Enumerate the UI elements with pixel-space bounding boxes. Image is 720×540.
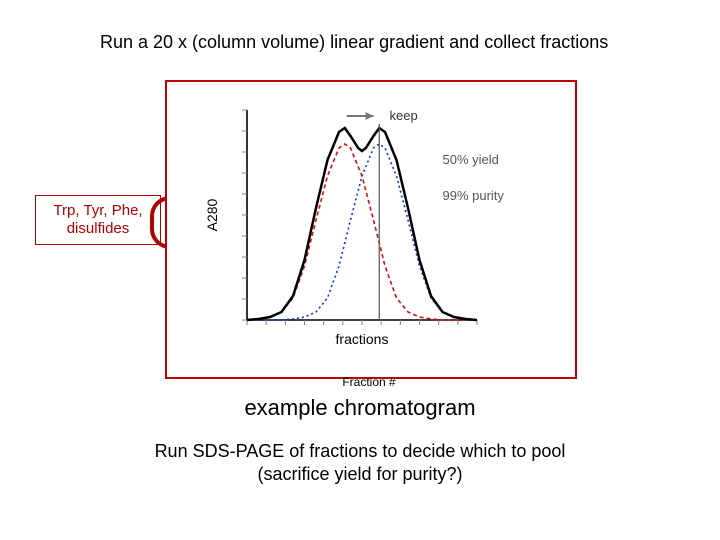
fraction-number-label: Fraction # xyxy=(165,375,573,389)
caption-bottom-line1: Run SDS-PAGE of fractions to decide whic… xyxy=(155,441,566,461)
series-blue xyxy=(247,144,477,320)
callout-line2: disulfides xyxy=(67,220,130,237)
series-red xyxy=(247,144,477,320)
callout-line1: Trp, Tyr, Phe, xyxy=(53,202,142,219)
page-title: Run a 20 x (column volume) linear gradie… xyxy=(100,32,608,53)
caption-example: example chromatogram xyxy=(0,395,720,421)
keep-arrowhead xyxy=(366,112,374,120)
caption-bottom: Run SDS-PAGE of fractions to decide whic… xyxy=(0,440,720,487)
chromatogram-chart: A280 fractions keep 50% yield 99% purity xyxy=(167,82,575,377)
caption-bottom-line2: (sacrifice yield for purity?) xyxy=(257,464,462,484)
chromatogram-frame: A280 fractions keep 50% yield 99% purity xyxy=(165,80,577,379)
legend-99%-purity: 99% purity xyxy=(443,188,505,203)
keep-label: keep xyxy=(390,108,418,123)
legend-50%-yield: 50% yield xyxy=(443,152,499,167)
x-axis-label: fractions xyxy=(336,331,389,347)
y-axis-label: A280 xyxy=(204,198,220,231)
callout-box: Trp, Tyr, Phe, disulfides xyxy=(35,195,161,245)
